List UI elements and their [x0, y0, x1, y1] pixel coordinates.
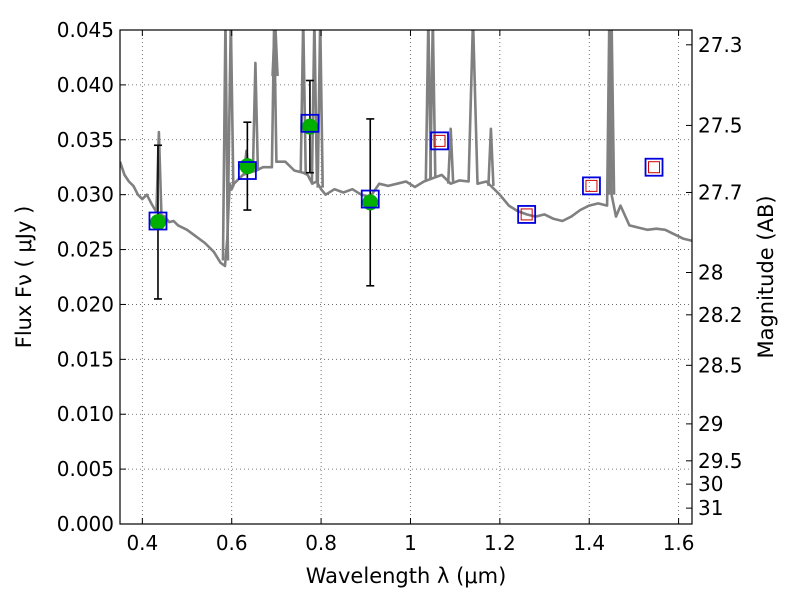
x-tick-label: 0.6 — [216, 531, 248, 555]
predicted-flux-box — [648, 161, 661, 174]
emission-line — [446, 127, 455, 184]
right-tick-label: 28 — [698, 261, 723, 285]
model-boxes — [148, 113, 664, 231]
y-axis-ticks: 0.000 0.005 0.010 0.015 0.020 0.025 0.030 0.035… — [57, 18, 126, 536]
right-tick-label: 30 — [698, 472, 723, 496]
x-tick-label: 1.4 — [573, 531, 605, 555]
x-tick-label: 1.6 — [663, 531, 695, 555]
y-tick-label: 0.030 — [57, 183, 114, 207]
right-tick-label: 29 — [698, 412, 723, 436]
right-tick-label: 27.5 — [698, 113, 743, 137]
model-flux-box — [644, 157, 664, 177]
right-tick-label: 27.3 — [698, 33, 743, 57]
predicted-flux-box — [433, 134, 446, 147]
y-tick-label: 0.045 — [57, 18, 114, 42]
right-axis-label: Magnitude (AB) — [754, 195, 778, 358]
model-flux-box — [360, 189, 380, 209]
emission-line — [487, 127, 495, 186]
emission-line — [227, 30, 235, 187]
x-tick-label: 0.4 — [126, 531, 158, 555]
observed-flux-point — [149, 214, 166, 231]
y-tick-label: 0.015 — [57, 347, 114, 371]
predicted-flux-box — [520, 208, 533, 221]
x-axis-label: Wavelength λ (μm) — [306, 564, 507, 588]
plot-frame — [119, 29, 693, 525]
model-flux-box — [237, 161, 257, 180]
emission-line — [429, 30, 437, 179]
right-tick-label: 28.5 — [698, 353, 743, 377]
right-tick-label: 28.2 — [698, 303, 743, 327]
y-tick-label: 0.000 — [57, 512, 114, 536]
model-flux-box — [582, 176, 601, 196]
x-tick-label: 1 — [404, 531, 417, 555]
observed-flux-point — [362, 194, 379, 211]
x-tick-label: 0.8 — [305, 531, 337, 555]
x-tick-label: 1.2 — [484, 531, 516, 555]
model-flux-box — [517, 205, 537, 224]
model-flux-box — [148, 211, 168, 231]
model-flux-box — [430, 131, 449, 151]
plot-area — [120, 30, 692, 524]
model-flux-box — [300, 113, 320, 133]
y-tick-label: 0.010 — [57, 402, 114, 426]
predicted-flux-box — [585, 179, 598, 192]
y-tick-label: 0.035 — [57, 128, 114, 152]
emission-line — [607, 30, 616, 195]
right-tick-label: 31 — [698, 496, 723, 520]
y-tick-label: 0.040 — [57, 73, 114, 97]
y-axis-label: Flux Fν ( μJy ) — [12, 206, 36, 349]
y-tick-label: 0.005 — [57, 457, 114, 481]
x-axis-ticks: 0.4 0.6 0.8 1 1.2 1.4 1.6 — [126, 30, 695, 555]
y-tick-label: 0.020 — [57, 292, 114, 316]
emission-line — [271, 30, 279, 77]
observed-flux-point — [239, 158, 256, 175]
emission-line — [251, 61, 260, 171]
y-tick-label: 0.025 — [57, 238, 114, 262]
model-spectrum-line — [120, 30, 692, 268]
right-tick-label: 29.5 — [698, 449, 743, 473]
right-tick-label: 27.7 — [698, 180, 743, 204]
observed-flux-point — [301, 118, 318, 135]
